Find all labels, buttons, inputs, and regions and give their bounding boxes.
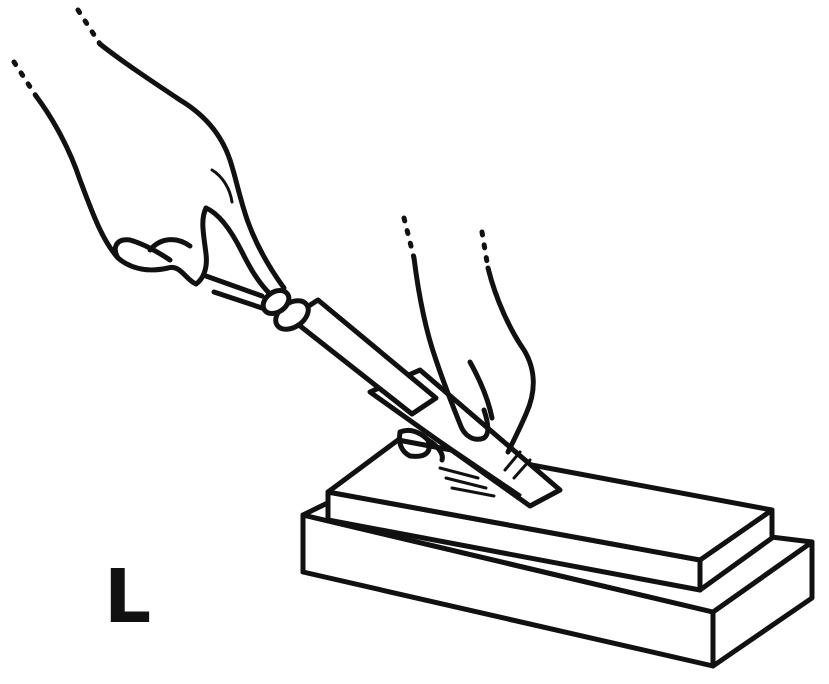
figure-letter-label: L [104,554,152,640]
left-hand [397,215,536,463]
chisel [203,273,563,509]
blade-shading [503,450,532,480]
right-hand [11,7,287,297]
oilstone [325,437,775,593]
